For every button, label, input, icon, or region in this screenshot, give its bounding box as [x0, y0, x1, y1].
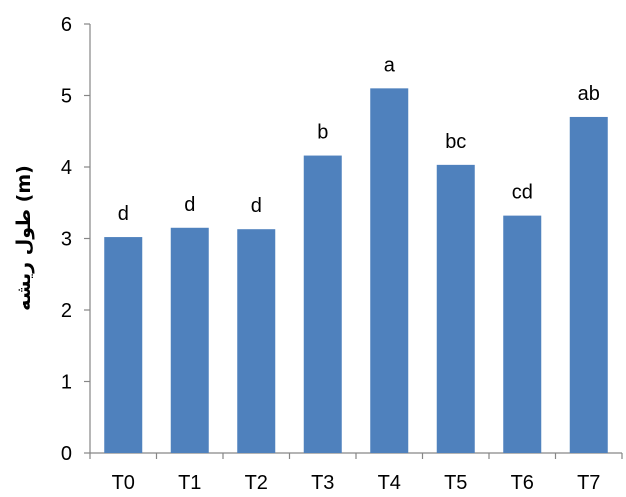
- x-tick-label-t6: T6: [511, 472, 534, 494]
- y-tick-label: 1: [61, 372, 72, 394]
- data-label-t0: d: [118, 203, 129, 225]
- data-label-t4: a: [384, 54, 396, 76]
- data-label-t2: d: [251, 195, 262, 217]
- bars: [104, 88, 608, 454]
- y-tick-label: 5: [61, 86, 72, 108]
- bar-t5: [436, 164, 475, 454]
- x-tick-label-t7: T7: [577, 472, 600, 494]
- x-tick-label-t3: T3: [311, 472, 334, 494]
- bar-t1: [170, 227, 209, 453]
- data-label-t6: cd: [512, 182, 533, 204]
- data-labels: d d d b a bc cd ab: [118, 54, 600, 225]
- y-tick-label: 2: [61, 300, 72, 322]
- x-tick-label-t4: T4: [378, 472, 401, 494]
- y-tick-label: 6: [61, 14, 72, 36]
- bar-t0: [104, 237, 143, 453]
- y-tick-labels: 0 1 2 3 4 5 6: [61, 14, 72, 465]
- y-tick-label: 3: [61, 229, 72, 251]
- x-tick-label-t5: T5: [444, 472, 467, 494]
- y-axis-title: طول ریشه (m): [13, 165, 35, 311]
- x-tick-label-t1: T1: [178, 472, 201, 494]
- axes: [84, 23, 623, 459]
- x-tick-labels: T0 T1 T2 T3 T4 T5 T6 T7: [112, 472, 601, 494]
- x-tick-label-t0: T0: [112, 472, 135, 494]
- bar-t2: [237, 229, 276, 453]
- bar-t3: [303, 155, 342, 453]
- y-tick-label: 4: [61, 157, 72, 179]
- x-tick-label-t2: T2: [245, 472, 268, 494]
- data-label-t7: ab: [578, 83, 600, 105]
- y-tick-label: 0: [61, 443, 72, 465]
- bar-t7: [569, 116, 608, 453]
- bar-t6: [503, 215, 542, 453]
- data-label-t3: b: [317, 122, 328, 144]
- data-label-t1: d: [184, 194, 195, 216]
- bar-t4: [370, 88, 409, 453]
- data-label-t5: bc: [445, 131, 466, 153]
